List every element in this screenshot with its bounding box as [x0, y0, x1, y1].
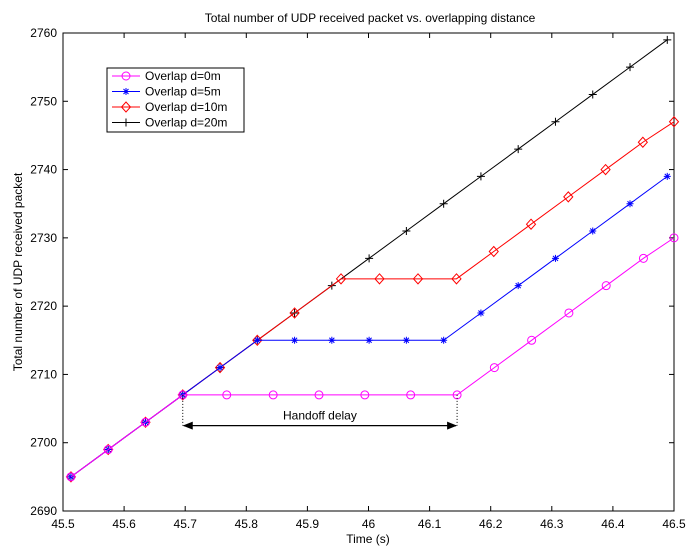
legend-marker	[121, 71, 131, 81]
data-point	[488, 245, 499, 258]
legend-box	[106, 67, 245, 133]
handoff-label: Handoff delay	[283, 409, 357, 423]
data-point	[626, 200, 634, 208]
data-point	[328, 336, 336, 344]
data-point	[514, 145, 523, 154]
y-tick-label: 2730	[30, 231, 57, 245]
data-point	[563, 191, 574, 203]
y-tick-label: 2690	[30, 504, 57, 518]
x-tick-label: 46.3	[540, 517, 564, 531]
x-axis-title: Time (s)	[346, 532, 390, 546]
data-point	[601, 281, 611, 291]
data-point	[564, 308, 574, 318]
legend-item: Overlap d=5m	[112, 85, 221, 99]
legend-item: Overlap d=0m	[112, 69, 221, 83]
legend-label: Overlap d=5m	[145, 85, 221, 99]
data-point	[600, 163, 611, 176]
y-tick-label: 2720	[30, 299, 57, 313]
data-point	[527, 335, 537, 345]
legend-label: Overlap d=20m	[145, 116, 227, 130]
data-point	[440, 336, 448, 344]
data-point	[489, 363, 499, 373]
data-point	[216, 364, 224, 372]
legend-marker	[122, 88, 130, 95]
series-2	[65, 116, 680, 483]
y-tick-label: 2740	[30, 163, 57, 177]
y-tick-label: 2700	[30, 436, 57, 450]
data-point	[253, 336, 261, 344]
x-tick-label: 46.4	[601, 517, 625, 531]
data-point	[638, 253, 648, 263]
series-line	[70, 237, 675, 478]
data-point	[589, 227, 597, 235]
legend-marker	[122, 118, 130, 127]
data-point	[402, 336, 410, 344]
data-point	[222, 390, 232, 400]
series-0	[66, 233, 679, 482]
data-point	[360, 390, 370, 400]
data-point	[637, 136, 649, 149]
data-point	[406, 390, 416, 400]
data-point	[451, 273, 462, 285]
data-point	[588, 90, 597, 99]
y-tick-label: 2760	[30, 26, 57, 40]
data-point	[514, 282, 522, 290]
data-point	[439, 199, 448, 208]
y-tick-label: 2710	[30, 367, 57, 381]
legend-item: Overlap d=10m	[112, 100, 227, 114]
x-tick-label: 46.5	[662, 517, 686, 531]
series-line	[70, 175, 668, 478]
data-point	[476, 172, 485, 181]
data-point	[551, 254, 559, 262]
data-point	[477, 309, 485, 317]
data-point	[66, 472, 76, 482]
data-point	[525, 218, 537, 230]
data-point	[289, 307, 300, 319]
data-point	[551, 117, 560, 126]
x-tick-label: 45.6	[112, 517, 136, 531]
data-point	[365, 254, 374, 263]
legend-label: Overlap d=0m	[145, 69, 221, 83]
legend-label: Overlap d=10m	[145, 100, 227, 114]
x-tick-label: 45.7	[174, 517, 198, 531]
data-point	[268, 390, 278, 400]
data-point	[412, 273, 424, 285]
x-tick-label: 46.2	[479, 517, 503, 531]
series-line	[70, 121, 675, 478]
data-point	[626, 63, 635, 72]
data-point	[365, 336, 373, 344]
data-point	[252, 334, 263, 347]
data-point	[335, 273, 347, 285]
data-point	[668, 116, 680, 128]
data-point	[663, 35, 672, 44]
x-tick-label: 46.1	[418, 517, 442, 531]
data-point	[291, 336, 299, 344]
x-tick-label: 45.9	[296, 517, 320, 531]
data-point	[314, 390, 324, 400]
chart-title: Total number of UDP received packet vs. …	[205, 11, 536, 25]
y-axis: 2690 2700 2710 2720 2730 2740 2750 2760	[30, 26, 674, 518]
series-layer	[65, 35, 680, 483]
series-1	[67, 172, 671, 481]
data-point	[140, 417, 150, 427]
legend-marker	[120, 101, 132, 113]
legend-item: Overlap d=20m	[112, 116, 227, 130]
x-tick-label: 45.8	[235, 517, 259, 531]
y-axis-title: Total number of UDP received packet	[11, 172, 25, 371]
y-tick-label: 2750	[30, 94, 57, 108]
data-point	[402, 227, 411, 236]
data-point	[103, 445, 113, 455]
annotation-layer: Handoff delay	[182, 394, 458, 430]
data-point	[374, 273, 385, 285]
data-point	[669, 233, 679, 243]
x-axis: 45.5 45.6 45.7 45.8 45.9 46 46.1 46.2 46.3 46.4 46…	[51, 33, 686, 531]
x-tick-label: 46	[362, 517, 376, 531]
x-tick-label: 45.5	[51, 517, 75, 531]
data-point	[663, 172, 671, 180]
